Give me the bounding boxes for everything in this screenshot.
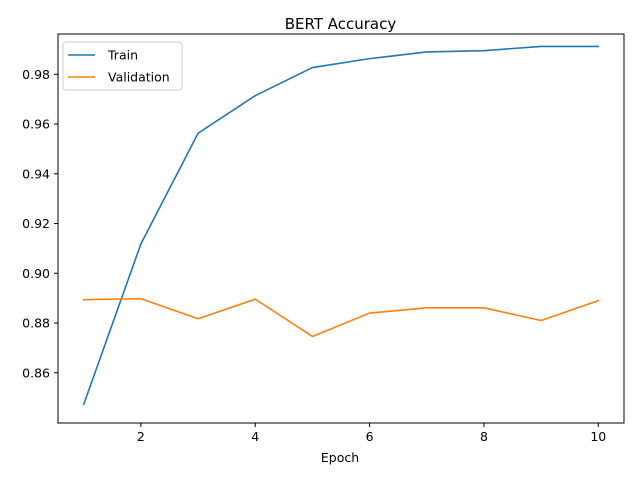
y-axis-ticks: 0.86 0.88 0.90 0.92 0.94 0.96 0.98	[22, 67, 58, 380]
legend-validation-label: Validation	[108, 70, 170, 85]
series-line-train	[82, 45, 600, 406]
x-tick-label: 10	[590, 429, 606, 444]
y-tick-label: 0.98	[22, 67, 50, 82]
series-line-validation	[82, 297, 600, 338]
x-tick-label: 4	[251, 429, 259, 444]
x-tick-label: 2	[137, 429, 145, 444]
x-axis-ticks: 2 4 6 8 10	[137, 423, 606, 444]
x-tick-label: 6	[366, 429, 374, 444]
y-tick-label: 0.86	[22, 365, 50, 380]
legend: Train Validation	[62, 41, 183, 91]
plot-area-frame	[57, 33, 625, 424]
y-tick-label: 0.88	[22, 316, 50, 331]
y-tick-label: 0.96	[22, 117, 50, 132]
series-lines	[82, 45, 600, 406]
legend-train-label: Train	[107, 48, 138, 63]
chart-title: BERT Accuracy	[285, 15, 397, 33]
y-tick-label: 0.92	[22, 216, 50, 231]
y-tick-label: 0.90	[22, 266, 50, 281]
x-axis-title: Epoch	[321, 450, 359, 465]
x-tick-label: 8	[480, 429, 488, 444]
y-tick-label: 0.94	[22, 166, 50, 181]
legend-box	[62, 41, 183, 91]
